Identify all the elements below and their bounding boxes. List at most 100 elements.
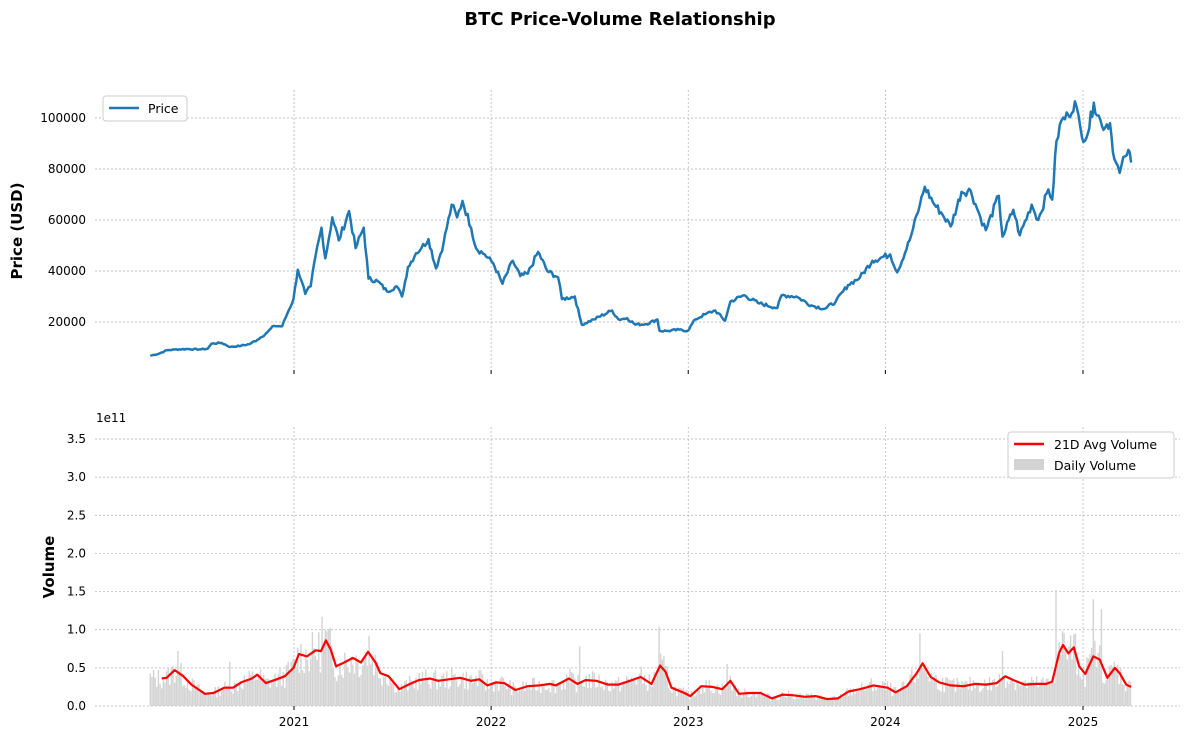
daily-volume-bar [826, 700, 829, 706]
daily-volume-bar [379, 678, 382, 706]
daily-volume-bar [287, 661, 289, 706]
daily-volume-bar [587, 688, 589, 706]
daily-volume-bar [797, 698, 800, 706]
daily-volume-bar [752, 691, 754, 706]
daily-volume-bar [796, 693, 798, 706]
daily-volume-bar [630, 677, 633, 706]
daily-volume-bar [1065, 650, 1067, 706]
daily-volume-bar [193, 680, 195, 706]
daily-volume-bar [702, 688, 704, 706]
volume-y-tick-label: 1.5 [67, 585, 86, 599]
daily-volume-bar [1071, 659, 1073, 706]
daily-volume-bar [339, 662, 341, 706]
daily-volume-bar [386, 684, 388, 706]
daily-volume-bar [598, 674, 600, 706]
daily-volume-bar [541, 685, 544, 706]
volume-x-tick-label: 2021 [279, 715, 310, 729]
daily-volume-bar [289, 673, 291, 706]
daily-volume-bar [553, 679, 555, 706]
daily-volume-bar [933, 676, 936, 706]
daily-volume-bar [261, 679, 263, 706]
daily-volume-bar [549, 692, 552, 706]
daily-volume-bar [480, 670, 482, 706]
daily-volume-bar [1035, 676, 1038, 706]
daily-volume-bar [776, 699, 778, 706]
daily-volume-bar [663, 656, 665, 706]
daily-volume-bar [666, 666, 668, 706]
daily-volume-bar [637, 676, 639, 706]
daily-volume-bar [1073, 634, 1075, 706]
daily-volume-bar [903, 681, 905, 706]
daily-volume-bar [888, 689, 890, 706]
daily-volume-bar [523, 691, 526, 706]
daily-volume-bar [300, 644, 302, 706]
daily-volume-bar [554, 693, 557, 706]
daily-volume-bar [954, 691, 957, 706]
daily-volume-bar [395, 692, 398, 706]
daily-volume-bar [250, 675, 252, 706]
daily-volume-bar [591, 671, 594, 706]
daily-volume-bar [475, 676, 477, 706]
daily-volume-bar [745, 691, 748, 706]
daily-volume-bar [186, 681, 189, 706]
daily-volume-bar [984, 679, 986, 706]
volume-y-axis-title: Volume [40, 536, 58, 599]
daily-volume-bar [1123, 685, 1125, 706]
daily-volume-bar [705, 680, 707, 706]
daily-volume-bar [1084, 686, 1086, 706]
daily-volume-bar [1069, 635, 1072, 706]
daily-volume-bar [1022, 681, 1025, 706]
daily-volume-bar [214, 687, 216, 706]
price-gridlines [95, 90, 1180, 370]
daily-volume-bar [873, 687, 876, 706]
daily-volume-bar [754, 693, 756, 706]
daily-volume-bar [951, 680, 953, 706]
daily-volume-bar [901, 682, 903, 706]
daily-volume-bar [292, 658, 294, 706]
daily-volume-bar [548, 688, 550, 706]
daily-volume-bar [677, 687, 680, 706]
daily-volume-bar [314, 656, 317, 706]
daily-volume-bar [988, 677, 991, 706]
daily-volume-bar [1125, 691, 1127, 706]
daily-volume-bar [713, 693, 715, 706]
daily-volume-bar [340, 674, 343, 706]
daily-volume-bar [488, 688, 490, 706]
daily-volume-bar [332, 667, 335, 706]
daily-volume-bar [510, 695, 513, 706]
daily-volume-bar [1037, 687, 1039, 706]
daily-volume-bar [476, 686, 479, 706]
volume-scale-label: 1e11 [96, 411, 126, 425]
daily-volume-bar [695, 694, 697, 706]
daily-volume-bar [394, 692, 396, 706]
daily-volume-bar [1092, 599, 1094, 706]
daily-volume-bar [1113, 661, 1115, 706]
volume-x-tick-label: 2022 [476, 715, 507, 729]
daily-volume-bar [154, 677, 156, 706]
daily-volume-bar [977, 682, 979, 706]
daily-volume-bar [175, 676, 177, 706]
daily-volume-bar [839, 693, 842, 706]
daily-volume-bar [156, 686, 158, 706]
daily-volume-bar [473, 680, 476, 706]
daily-volume-bar [431, 679, 433, 706]
daily-volume-bar [1086, 657, 1088, 706]
daily-volume-bar [426, 677, 429, 706]
daily-volume-bar [404, 681, 406, 706]
daily-volume-bar [1000, 681, 1002, 706]
daily-volume-bar [350, 656, 352, 706]
price-y-tick-labels: 20000 40000 60000 80000 100000 [40, 111, 86, 329]
daily-volume-bar [246, 679, 249, 706]
daily-volume-bar [841, 698, 843, 706]
volume-x-tick-labels: 2021 2022 2023 2024 2025 [279, 706, 1098, 729]
daily-volume-bar [436, 689, 438, 706]
daily-volume-bar [788, 690, 790, 706]
daily-volume-bar [1129, 681, 1132, 706]
daily-volume-bar [297, 647, 299, 706]
daily-volume-bar [536, 690, 539, 706]
daily-volume-bar [1009, 680, 1012, 706]
daily-volume-bar [1099, 645, 1101, 706]
daily-volume-bar [869, 682, 871, 706]
daily-volume-bar [1061, 631, 1064, 706]
